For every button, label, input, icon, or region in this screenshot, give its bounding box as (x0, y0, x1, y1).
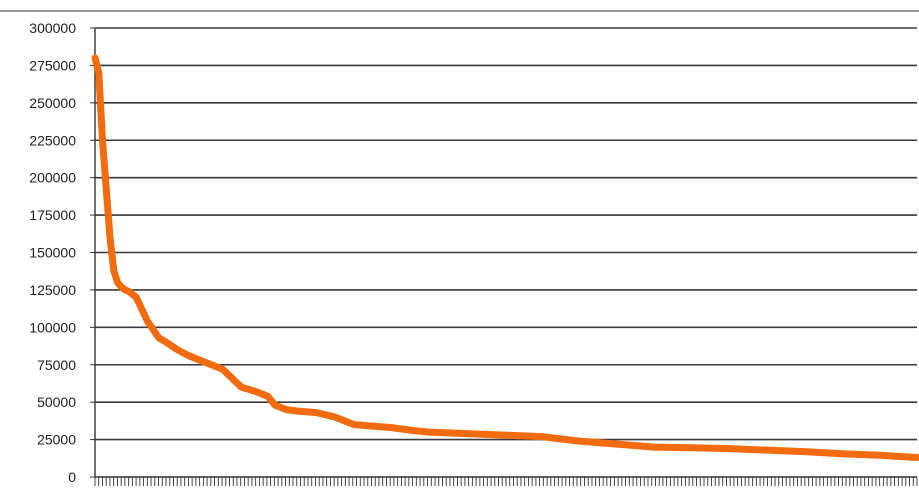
data-point (111, 268, 117, 273)
data-point (265, 393, 271, 399)
y-tick-label: 200000 (29, 170, 76, 186)
y-tick-label: 125000 (29, 282, 76, 298)
data-point (801, 449, 807, 455)
data-point (96, 70, 102, 76)
data-point (877, 452, 882, 458)
series-line (91, 54, 919, 461)
data-point (156, 335, 162, 341)
y-tick-label: 100000 (29, 319, 76, 335)
data-point (145, 318, 150, 324)
data-point (100, 137, 105, 143)
y-tick-label: 25000 (37, 432, 76, 448)
data-point (539, 434, 545, 440)
y-tick-label: 275000 (29, 57, 76, 73)
data-point (839, 451, 845, 457)
data-point (689, 445, 695, 451)
grid-lines (0, 10, 919, 441)
data-point (389, 425, 394, 431)
data-point (914, 455, 919, 460)
y-tick-label: 75000 (37, 357, 76, 373)
y-tick-label: 250000 (29, 95, 76, 111)
data-point (426, 429, 432, 435)
data-point (201, 359, 207, 365)
data-point (175, 347, 181, 353)
data-point (651, 444, 657, 450)
data-point (370, 423, 376, 429)
y-tick-label: 0 (68, 469, 76, 485)
y-axis-tick-labels: 0 25000 50000 75000 100000 125000 150000 175000… (29, 20, 76, 485)
data-point (764, 447, 770, 453)
y-tick-label: 50000 (37, 394, 76, 410)
data-point (351, 422, 357, 428)
data-point (115, 279, 120, 285)
data-point (576, 438, 582, 444)
data-point (501, 432, 507, 438)
data-point (220, 366, 226, 372)
data-point (726, 446, 732, 452)
data-point (464, 431, 470, 437)
y-tick-label: 150000 (29, 245, 76, 261)
data-point (332, 414, 338, 420)
data-point (411, 428, 417, 434)
data-point (118, 284, 124, 290)
y-tick-label: 300000 (29, 20, 76, 36)
data-point (126, 288, 132, 294)
data-point (295, 408, 301, 414)
data-point (163, 339, 169, 345)
data-point (133, 294, 139, 300)
y-tick-label: 225000 (29, 132, 76, 148)
data-point (314, 410, 319, 416)
data-point (107, 235, 113, 240)
data-point (614, 441, 620, 447)
data-point (186, 353, 192, 359)
y-tick-label: 175000 (29, 207, 76, 223)
data-point (238, 384, 244, 390)
data-point (253, 389, 259, 395)
data-point (272, 402, 278, 408)
data-point (122, 287, 128, 293)
data-point (92, 55, 98, 61)
data-point (283, 407, 289, 413)
x-axis-ticks (94, 477, 918, 486)
series-group (91, 54, 919, 461)
